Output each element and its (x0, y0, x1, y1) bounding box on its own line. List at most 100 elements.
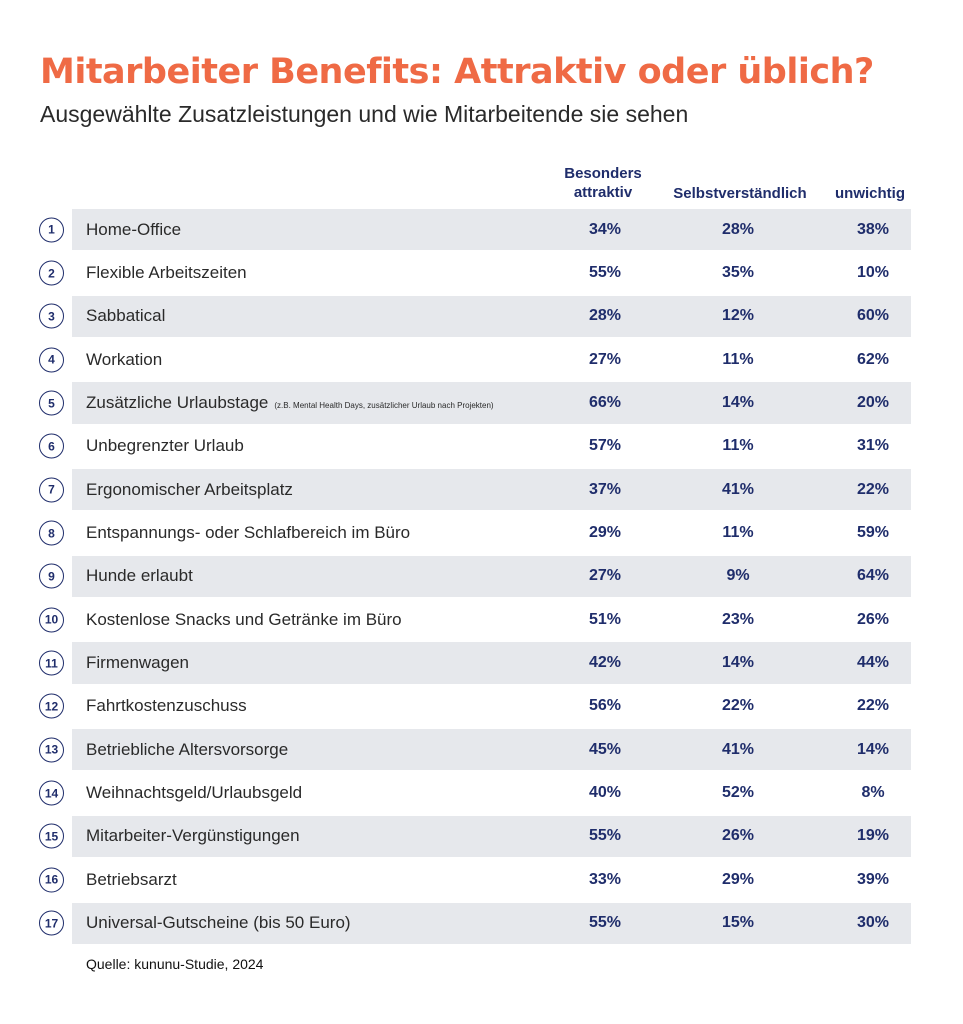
row-label-note: (z.B. Mental Health Days, zusätzlicher U… (274, 401, 494, 411)
row-label-text: Betriebliche Altersvorsorge (86, 739, 289, 759)
row-label-text: Kostenlose Snacks und Getränke im Büro (86, 609, 402, 629)
row-value: 11% (722, 524, 754, 542)
row-value: 22% (721, 697, 755, 715)
row-label-text: Zusätzliche Urlaubstage (86, 393, 269, 413)
row-label: Home-Office (86, 220, 181, 240)
row-value: 35% (721, 264, 755, 282)
table-row: 6 Unbegrenzter Urlaub 57% 11% 31% (0, 425, 963, 468)
table-row: 3 Sabbatical 28% 12% 60% (0, 295, 963, 338)
row-number-badge: 1 (39, 217, 64, 243)
chart-title: Mitarbeiter Benefits: Attraktiv oder übl… (40, 52, 874, 92)
row-label: Flexible Arbeitszeiten (86, 263, 247, 283)
row-number-badge: 13 (39, 737, 64, 763)
row-number-badge: 8 (39, 520, 64, 546)
table-row: 9 Hunde erlaubt 27% 9% 64% (0, 555, 963, 598)
table-row: 1 Home-Office 34% 28% 38% (0, 208, 963, 251)
row-value: 11% (722, 437, 754, 455)
table-row: 2 Flexible Arbeitszeiten 55% 35% 10% (0, 251, 963, 294)
row-value: 9% (726, 567, 750, 585)
row-value: 51% (588, 610, 622, 628)
column-header-unwichtig: unwichtig (815, 184, 925, 203)
row-value: 23% (721, 610, 755, 628)
row-value: 52% (721, 784, 755, 802)
row-value: 62% (856, 350, 890, 368)
row-number-badge: 4 (39, 347, 64, 373)
row-label-text: Weihnachtsgeld/Urlaubsgeld (86, 783, 303, 803)
row-value: 55% (588, 914, 622, 932)
row-value: 60% (856, 307, 890, 325)
table-row: 5 Zusätzliche Urlaubstage (z.B. Mental Hea… (0, 381, 963, 424)
row-band (72, 902, 911, 944)
row-value: 14% (856, 740, 890, 758)
row-value: 15% (721, 914, 755, 932)
row-label-text: Entspannungs- oder Schlafbereich im Büro (86, 523, 411, 543)
row-value: 19% (856, 827, 890, 845)
row-value: 28% (588, 307, 622, 325)
row-number-badge: 16 (39, 867, 64, 893)
row-value: 66% (588, 394, 622, 412)
row-label: Universal-Gutscheine (bis 50 Euro) (86, 913, 351, 933)
row-value: 27% (588, 567, 622, 585)
row-label: Fahrtkostenzuschuss (86, 696, 247, 716)
table-row: 17 Universal-Gutscheine (bis 50 Euro) 55% 1… (0, 902, 963, 945)
row-value: 11% (722, 350, 754, 368)
row-value: 57% (588, 437, 622, 455)
row-value: 33% (588, 870, 622, 888)
column-header-besonders-attraktiv: Besonders attraktiv (548, 164, 658, 202)
row-number-badge: 3 (39, 303, 64, 329)
row-value: 14% (721, 394, 755, 412)
row-number-badge: 9 (39, 563, 64, 589)
row-value: 12% (721, 307, 755, 325)
row-label-text: Sabbatical (86, 306, 166, 326)
row-label-text: Ergonomischer Arbeitsplatz (86, 479, 293, 499)
row-value: 39% (856, 870, 890, 888)
row-value: 29% (588, 524, 622, 542)
row-label-text: Home-Office (86, 219, 182, 239)
row-value: 22% (856, 697, 890, 715)
row-number-badge: 5 (39, 390, 64, 416)
row-value: 20% (856, 394, 890, 412)
row-value: 55% (588, 827, 622, 845)
row-value: 55% (588, 264, 622, 282)
row-value: 22% (856, 480, 890, 498)
column-header-line: unwichtig (835, 185, 905, 202)
row-label-text: Firmenwagen (86, 653, 189, 673)
row-label: Mitarbeiter-Vergünstigungen (86, 826, 300, 846)
row-label-text: Hunde erlaubt (86, 566, 193, 586)
row-band (72, 555, 911, 598)
row-value: 14% (721, 654, 755, 672)
row-value: 26% (721, 827, 755, 845)
row-label-text: Betriebsarzt (86, 869, 177, 889)
table-row: 11 Firmenwagen 42% 14% 44% (0, 641, 963, 684)
row-value: 27% (588, 350, 622, 368)
row-value: 44% (856, 654, 890, 672)
row-number-badge: 14 (39, 780, 64, 806)
row-label-text: Mitarbeiter-Vergünstigungen (86, 826, 300, 846)
row-value: 41% (721, 740, 755, 758)
row-value: 64% (856, 567, 890, 585)
row-value: 10% (856, 264, 890, 282)
row-band (72, 382, 911, 424)
row-value: 38% (856, 220, 890, 238)
table-row: 14 Weihnachtsgeld/Urlaubsgeld 40% 52% 8% (0, 771, 963, 814)
row-label: Weihnachtsgeld/Urlaubsgeld (86, 783, 302, 803)
row-number-badge: 12 (39, 693, 64, 719)
row-label-text: Flexible Arbeitszeiten (86, 263, 247, 283)
benefits-table: 1 Home-Office 34% 28% 38% 2 Flexible Arbeitsze… (0, 208, 963, 945)
row-value: 45% (588, 740, 622, 758)
row-label: Betriebsarzt (86, 870, 177, 890)
row-label: Zusätzliche Urlaubstage (z.B. Mental Heal… (86, 393, 494, 413)
table-row: 8 Entspannungs- oder Schlafbereich im Bür… (0, 511, 963, 554)
table-row: 10 Kostenlose Snacks und Getränke im Büro… (0, 598, 963, 641)
table-row: 16 Betriebsarzt 33% 29% 39% (0, 858, 963, 901)
row-label: Workation (86, 350, 162, 370)
row-value: 34% (588, 220, 622, 238)
row-band (72, 642, 911, 684)
row-number-badge: 2 (39, 260, 64, 286)
table-row: 15 Mitarbeiter-Vergünstigungen 55% 26% 19% (0, 815, 963, 858)
row-label: Kostenlose Snacks und Getränke im Büro (86, 610, 402, 630)
row-band (72, 339, 911, 380)
row-value: 40% (588, 784, 622, 802)
row-value: 56% (588, 697, 622, 715)
row-number-badge: 10 (39, 607, 64, 633)
